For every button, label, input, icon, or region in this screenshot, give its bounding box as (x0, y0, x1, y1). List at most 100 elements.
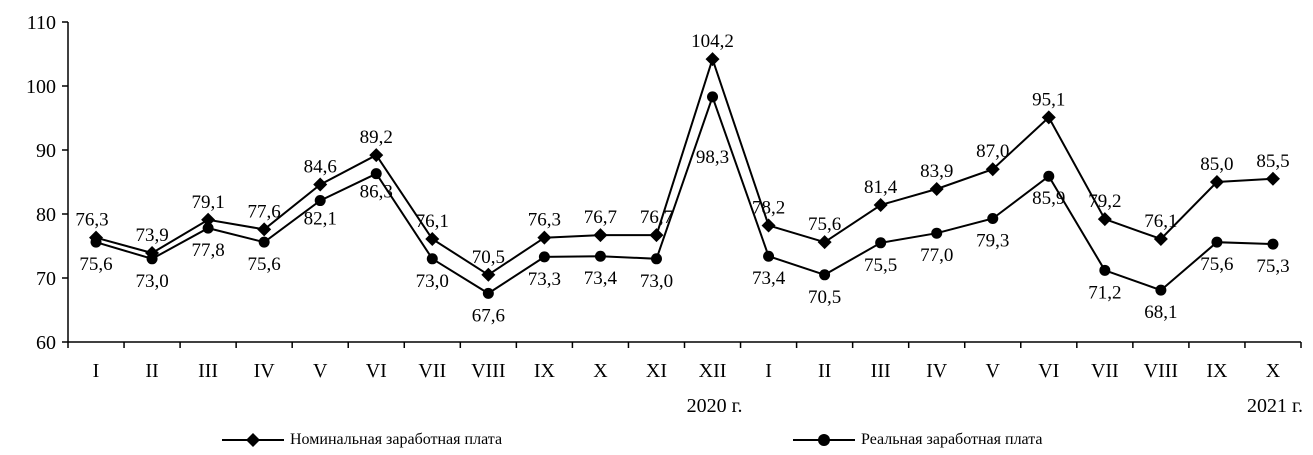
x-tick-label: VII (418, 360, 446, 382)
data-label-nominal: 75,6 (808, 214, 841, 235)
marker-real (146, 253, 158, 265)
marker-real (258, 236, 270, 248)
data-label-real: 73,0 (416, 271, 449, 292)
data-label-real: 98,3 (696, 147, 729, 168)
data-label-nominal: 83,9 (920, 161, 953, 182)
marker-nominal (649, 228, 664, 243)
x-tick-label: III (871, 360, 891, 382)
x-tick-label: I (765, 360, 772, 382)
x-tick-label: V (313, 360, 328, 382)
data-label-real: 71,2 (1088, 282, 1121, 303)
data-label-nominal: 89,2 (360, 127, 393, 148)
marker-nominal (201, 212, 216, 227)
x-tick-label: VI (366, 360, 387, 382)
x-tick-label: V (986, 360, 1001, 382)
x-tick-label: X (1266, 360, 1281, 382)
data-label-nominal: 76,1 (1144, 211, 1177, 232)
data-label-real: 77,8 (191, 240, 224, 261)
marker-nominal (257, 222, 272, 237)
marker-real (314, 195, 326, 207)
marker-real (594, 250, 606, 262)
data-label-real: 73,4 (752, 268, 786, 289)
y-tick-label: 100 (26, 76, 56, 98)
marker-nominal (369, 148, 384, 163)
marker-nominal (705, 52, 720, 67)
series-markers (89, 52, 1280, 299)
data-label-real: 75,6 (79, 254, 112, 275)
series-line-real (95, 93, 1274, 295)
data-label-nominal: 87,0 (976, 141, 1009, 162)
marker-real (1267, 238, 1279, 250)
data-label-real: 75,6 (1200, 254, 1233, 275)
marker-real (538, 251, 550, 263)
marker-nominal (1153, 231, 1168, 246)
marker-nominal (313, 177, 328, 192)
marker-nominal (1265, 171, 1280, 186)
marker-nominal (873, 198, 888, 213)
data-label-real: 75,6 (248, 254, 281, 275)
x-tick-label: VIII (471, 360, 505, 382)
data-label-nominal: 79,1 (191, 192, 224, 213)
data-label-nominal: 76,3 (528, 210, 561, 231)
data-label-nominal: 76,7 (640, 207, 673, 228)
marker-real (931, 227, 943, 239)
data-label-nominal: 73,9 (135, 225, 168, 246)
marker-real (90, 236, 102, 248)
data-label-real: 75,3 (1256, 256, 1289, 277)
data-labels: 76,3 73,9 79,1 77,6 84,6 89,2 76,1 70,5 76,3 76,7… (75, 31, 1289, 326)
marker-nominal (593, 228, 608, 243)
marker-real (426, 253, 438, 265)
data-label-real: 73,4 (584, 268, 618, 289)
data-label-nominal: 84,6 (304, 157, 337, 178)
marker-real (202, 222, 214, 234)
x-tick-label: IX (534, 360, 556, 382)
marker-nominal (481, 267, 496, 282)
x-tick-label: VII (1091, 360, 1119, 382)
x-tick-label: XI (646, 360, 667, 382)
marker-real (370, 168, 382, 180)
marker-nominal (985, 162, 1000, 177)
data-label-real: 70,5 (808, 287, 841, 308)
marker-real (707, 91, 719, 103)
y-tick-label: 80 (36, 204, 56, 226)
data-label-nominal: 85,5 (1256, 151, 1289, 172)
data-label-nominal: 78,2 (752, 198, 785, 219)
data-label-real: 73,0 (135, 271, 168, 292)
data-label-nominal: 76,3 (75, 210, 108, 231)
marker-nominal (1041, 110, 1056, 125)
x-tick-label: I (93, 360, 100, 382)
marker-nominal (145, 246, 160, 261)
series-lines (95, 55, 1274, 295)
data-label-nominal: 76,1 (416, 211, 449, 232)
data-label-nominal: 70,5 (472, 247, 505, 268)
data-label-nominal: 104,2 (691, 31, 734, 52)
x-tick-label: XII (699, 360, 727, 382)
y-tick-label: 70 (36, 268, 56, 290)
x-tick-label: II (818, 360, 831, 382)
x-tick-label: X (593, 360, 608, 382)
data-label-real: 82,1 (304, 209, 337, 230)
data-label-nominal: 76,7 (584, 207, 617, 228)
data-label-nominal: 79,2 (1088, 191, 1121, 212)
marker-nominal (929, 182, 944, 197)
marker-real (650, 253, 662, 265)
marker-nominal (817, 235, 832, 250)
x-tick-label: IV (254, 360, 276, 382)
marker-nominal (1209, 175, 1224, 189)
x-tick-label: III (198, 360, 218, 382)
data-label-nominal: 81,4 (864, 177, 898, 198)
data-label-real: 75,5 (864, 255, 897, 276)
marker-real (763, 250, 775, 262)
marker-real (1211, 236, 1223, 248)
y-tick-label: 110 (27, 12, 56, 34)
x-tick-label: IX (1206, 360, 1228, 382)
marker-nominal (1097, 212, 1112, 227)
data-label-real: 77,0 (920, 245, 953, 266)
marker-real (482, 287, 494, 299)
legend-swatch-nominal (222, 433, 284, 447)
data-label-real: 67,6 (472, 305, 505, 326)
marker-nominal (537, 230, 552, 245)
y-tick-label: 60 (36, 332, 56, 354)
